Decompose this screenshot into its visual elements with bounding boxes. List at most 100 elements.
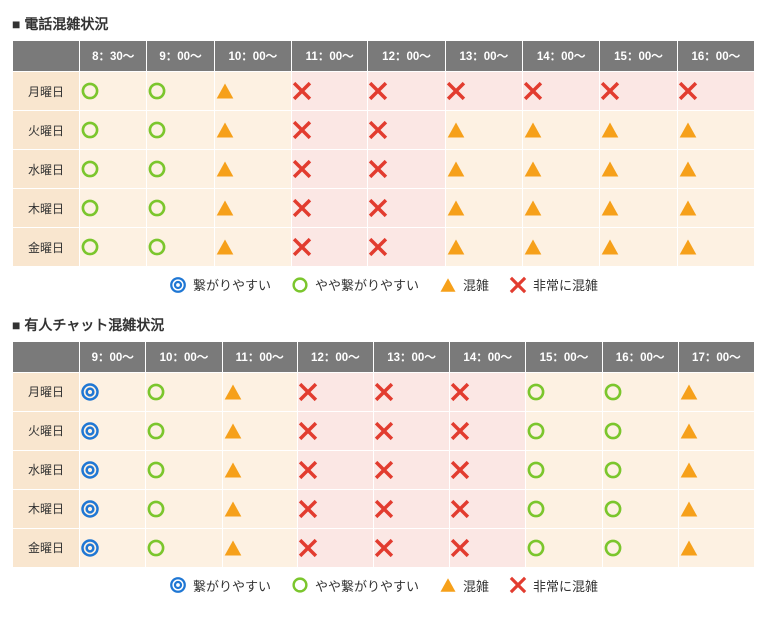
legend-item-busy: 混雑 [439,275,489,294]
easy-icon [80,421,145,441]
table-row: 火曜日 [13,411,755,450]
busy-icon [446,120,522,140]
table-row-header: 金曜日 [13,228,80,267]
table-col-header: 8：30～ [80,41,147,72]
status-cell-vbusy [600,72,677,111]
table-col-header: 15：00～ [526,341,602,372]
table-row: 木曜日 [13,189,755,228]
legend-label: 混雑 [463,275,489,294]
status-cell-vbusy [297,450,373,489]
busy-icon [439,276,457,294]
ok-icon [80,120,146,140]
ok-icon [526,382,601,402]
busy-icon [678,120,754,140]
table-corner [13,41,80,72]
status-cell-vbusy [677,72,754,111]
status-cell-ok [80,228,147,267]
ok-icon [291,576,309,594]
status-cell-vbusy [450,411,526,450]
table-col-header: 10：00～ [146,341,222,372]
vbusy-icon [509,576,527,594]
status-cell-ok [147,228,214,267]
ok-icon [146,538,221,558]
status-cell-vbusy [368,189,445,228]
busy-icon [679,382,754,402]
status-cell-busy [214,111,291,150]
status-cell-easy [80,489,146,528]
status-cell-vbusy [522,72,599,111]
status-cell-ok [80,111,147,150]
status-cell-busy [678,450,754,489]
busy-icon [215,81,291,101]
status-cell-vbusy [445,72,522,111]
status-cell-ok [602,489,678,528]
table-col-header: 13：00～ [445,41,522,72]
status-cell-busy [678,528,754,567]
status-cell-busy [678,489,754,528]
legend-label: やや繋がりやすい [315,576,419,595]
ok-icon [147,159,213,179]
status-cell-busy [445,150,522,189]
table-row: 金曜日 [13,528,755,567]
vbusy-icon [446,81,522,101]
vbusy-icon [600,81,676,101]
ok-icon [603,499,678,519]
status-cell-ok [526,450,602,489]
vbusy-icon [368,81,444,101]
vbusy-icon [368,120,444,140]
status-cell-vbusy [297,528,373,567]
busy-icon [600,198,676,218]
table-col-header: 15：00～ [600,41,677,72]
table-col-header: 9：00～ [147,41,214,72]
status-cell-ok [80,189,147,228]
table-col-header: 9：00～ [80,341,146,372]
status-cell-busy [522,150,599,189]
status-cell-easy [80,411,146,450]
table-row: 水曜日 [13,150,755,189]
busy-icon [215,159,291,179]
legend-label: 非常に混雑 [533,275,598,294]
ok-icon [526,460,601,480]
busy-icon [223,382,297,402]
easy-icon [80,538,145,558]
status-cell-ok [147,189,214,228]
status-cell-ok [146,489,222,528]
table-row: 火曜日 [13,111,755,150]
status-cell-ok [146,528,222,567]
table-row-header: 火曜日 [13,111,80,150]
status-cell-vbusy [368,150,445,189]
status-cell-ok [526,489,602,528]
status-cell-busy [600,111,677,150]
status-cell-ok [526,528,602,567]
table-row-header: 月曜日 [13,372,80,411]
vbusy-icon [374,421,449,441]
ok-icon [146,499,221,519]
table-row: 水曜日 [13,450,755,489]
congestion-table: 9：00～10：00～11：00～12：00～13：00～14：00～15：00… [12,341,755,568]
status-cell-vbusy [373,489,449,528]
ok-icon [147,237,213,257]
vbusy-icon [368,159,444,179]
ok-icon [80,237,146,257]
busy-icon [215,198,291,218]
status-cell-busy [600,228,677,267]
status-cell-ok [602,411,678,450]
busy-icon [523,120,599,140]
easy-icon [80,499,145,519]
status-cell-vbusy [368,228,445,267]
busy-icon [439,576,457,594]
status-cell-vbusy [368,111,445,150]
status-cell-busy [600,189,677,228]
status-cell-busy [677,111,754,150]
table-row-header: 木曜日 [13,489,80,528]
status-cell-vbusy [297,411,373,450]
status-cell-busy [600,150,677,189]
status-cell-busy [214,72,291,111]
table-col-header: 12：00～ [297,341,373,372]
status-cell-busy [214,189,291,228]
legend-item-vbusy: 非常に混雑 [509,576,598,595]
legend-label: 非常に混雑 [533,576,598,595]
status-cell-vbusy [291,228,367,267]
legend: 繋がりやすい やや繋がりやすい 混雑 非常に混雑 [12,576,755,598]
table-row: 木曜日 [13,489,755,528]
